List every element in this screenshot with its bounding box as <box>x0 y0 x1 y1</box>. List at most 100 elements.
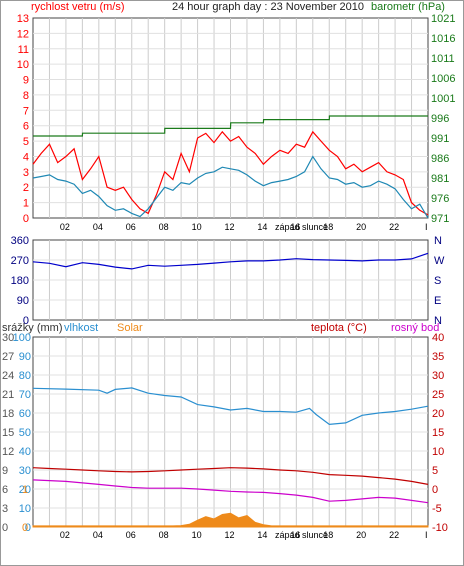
wind-direction-line <box>32 252 429 270</box>
rain-y-tick-label: 15 <box>2 427 14 439</box>
solar-y-tick-label: 1 <box>22 484 28 496</box>
temperature-y-tick-label: 30 <box>432 370 444 382</box>
direction-y-tick-label: 360 <box>11 235 29 247</box>
direction-y-tick-label: 180 <box>11 275 29 287</box>
temperature-line <box>32 467 429 485</box>
temperature-y-tick-label: 20 <box>432 408 444 420</box>
x-tick-label: 04 <box>93 222 103 232</box>
x-tick-label: 06 <box>126 530 136 540</box>
x-tick-label: 14 <box>257 222 267 232</box>
temperature-y-tick-label: 40 <box>432 332 444 344</box>
chart-title: 24 hour graph day : 23 November 2010 <box>172 1 364 13</box>
humidity-y-tick-label: 50 <box>19 427 31 439</box>
direction-y-tick-label: 270 <box>11 255 29 267</box>
x-tick-label: 10 <box>192 530 202 540</box>
humidity-y-tick-label: 90 <box>19 351 31 363</box>
rain-y-tick-label: 12 <box>2 446 14 458</box>
wind-y-tick-label: 2 <box>23 182 29 194</box>
wind-y-tick-label: 11 <box>18 44 29 56</box>
x-tick-label: 16 <box>290 222 300 232</box>
humidity-y-tick-label: 40 <box>19 446 31 458</box>
pressure-y-tick-label: 1021 <box>431 13 455 25</box>
pressure-y-tick-label: 986 <box>431 153 449 165</box>
wind-speed-axis-label: rychlost vetru (m/s) <box>31 1 125 13</box>
temperature-y-tick-label: 0 <box>432 484 438 496</box>
humidity-line <box>32 387 429 426</box>
x-tick-label: 02 <box>60 530 70 540</box>
barometer-line <box>33 115 428 137</box>
humidity-y-tick-label: 0 <box>25 522 31 534</box>
temperature-humidity-panel: 0369121518212427300102030405060708090100… <box>2 332 448 540</box>
x-tick-label: I <box>425 530 428 540</box>
solar-y-tick-label: 0 <box>22 522 28 534</box>
temperature-y-tick-label: 10 <box>432 446 444 458</box>
temperature-y-tick-label: 25 <box>432 389 444 401</box>
pressure-y-tick-label: 1001 <box>431 93 455 105</box>
compass-label: W <box>434 255 445 267</box>
pressure-y-tick-label: 1006 <box>431 73 455 85</box>
pressure-y-tick-label: 971 <box>431 213 449 225</box>
humidity-y-tick-label: 100 <box>13 332 31 344</box>
direction-y-tick-label: 0 <box>23 315 29 327</box>
temperature-y-tick-label: 35 <box>432 351 444 363</box>
wind-y-tick-label: 4 <box>23 151 29 163</box>
wind-pressure-panel: 0123456789101112139719769819869919961001… <box>17 13 456 232</box>
compass-label: N <box>434 315 442 327</box>
wind-speed-line <box>32 130 429 216</box>
pressure-y-tick-label: 976 <box>431 193 449 205</box>
humidity-axis-label: vlhkost <box>64 322 98 334</box>
x-tick-label: 20 <box>356 222 366 232</box>
x-tick-label: 02 <box>60 222 70 232</box>
x-tick-label: 16 <box>290 530 300 540</box>
solar-axis-label: Solar <box>117 322 143 334</box>
sunset-label: západ slunce <box>275 222 328 232</box>
pressure-y-tick-label: 1016 <box>431 33 455 45</box>
wind-y-tick-label: 8 <box>23 90 29 102</box>
temperature-y-tick-label: 5 <box>432 465 438 477</box>
rain-y-tick-label: 24 <box>2 370 14 382</box>
wind-y-tick-label: 10 <box>17 59 29 71</box>
solar-area <box>32 512 429 528</box>
humidity-y-tick-label: 70 <box>19 389 31 401</box>
x-tick-label: 20 <box>356 530 366 540</box>
x-tick-label: I <box>425 222 428 232</box>
humidity-y-tick-label: 10 <box>19 503 31 515</box>
compass-label: N <box>434 235 442 247</box>
direction-y-tick-label: 90 <box>17 295 29 307</box>
rain-y-tick-label: 30 <box>2 332 14 344</box>
wind-y-tick-label: 9 <box>23 75 29 87</box>
x-tick-label: 10 <box>192 222 202 232</box>
sunset-label-bottom: západ slunce <box>275 530 328 540</box>
rain-y-tick-label: 9 <box>2 465 8 477</box>
dew-point-line <box>32 479 429 504</box>
wind-average-line <box>32 155 429 219</box>
pressure-y-tick-label: 1011 <box>431 53 455 65</box>
humidity-y-tick-label: 60 <box>19 408 31 420</box>
wind-y-tick-label: 6 <box>23 121 29 133</box>
humidity-y-tick-label: 80 <box>19 370 31 382</box>
x-tick-label: 22 <box>389 222 399 232</box>
temperature-y-tick-label: -10 <box>432 522 448 534</box>
barometer-axis-label: barometr (hPa) <box>371 1 445 13</box>
rain-y-tick-label: 27 <box>2 351 14 363</box>
wind-y-tick-label: 3 <box>23 167 29 179</box>
pressure-y-tick-label: 996 <box>431 113 449 125</box>
pressure-y-tick-label: 991 <box>431 133 449 145</box>
humidity-y-tick-label: 20 <box>19 484 31 496</box>
rain-y-tick-label: 18 <box>2 408 14 420</box>
x-tick-label: 12 <box>225 222 235 232</box>
rain-y-tick-label: 21 <box>2 389 14 401</box>
rain-axis-label: srážky (mm) <box>2 322 63 334</box>
compass-label: E <box>434 295 441 307</box>
temperature-y-tick-label: 15 <box>432 427 444 439</box>
x-tick-label: 06 <box>126 222 136 232</box>
wind-y-tick-label: 5 <box>23 136 29 148</box>
pressure-y-tick-label: 981 <box>431 173 449 185</box>
x-tick-label: 22 <box>389 530 399 540</box>
x-tick-label: 04 <box>93 530 103 540</box>
x-tick-label: 08 <box>159 222 169 232</box>
wind-y-tick-label: 12 <box>17 28 29 40</box>
wind-y-tick-label: 13 <box>17 13 29 25</box>
x-tick-label: 08 <box>159 530 169 540</box>
